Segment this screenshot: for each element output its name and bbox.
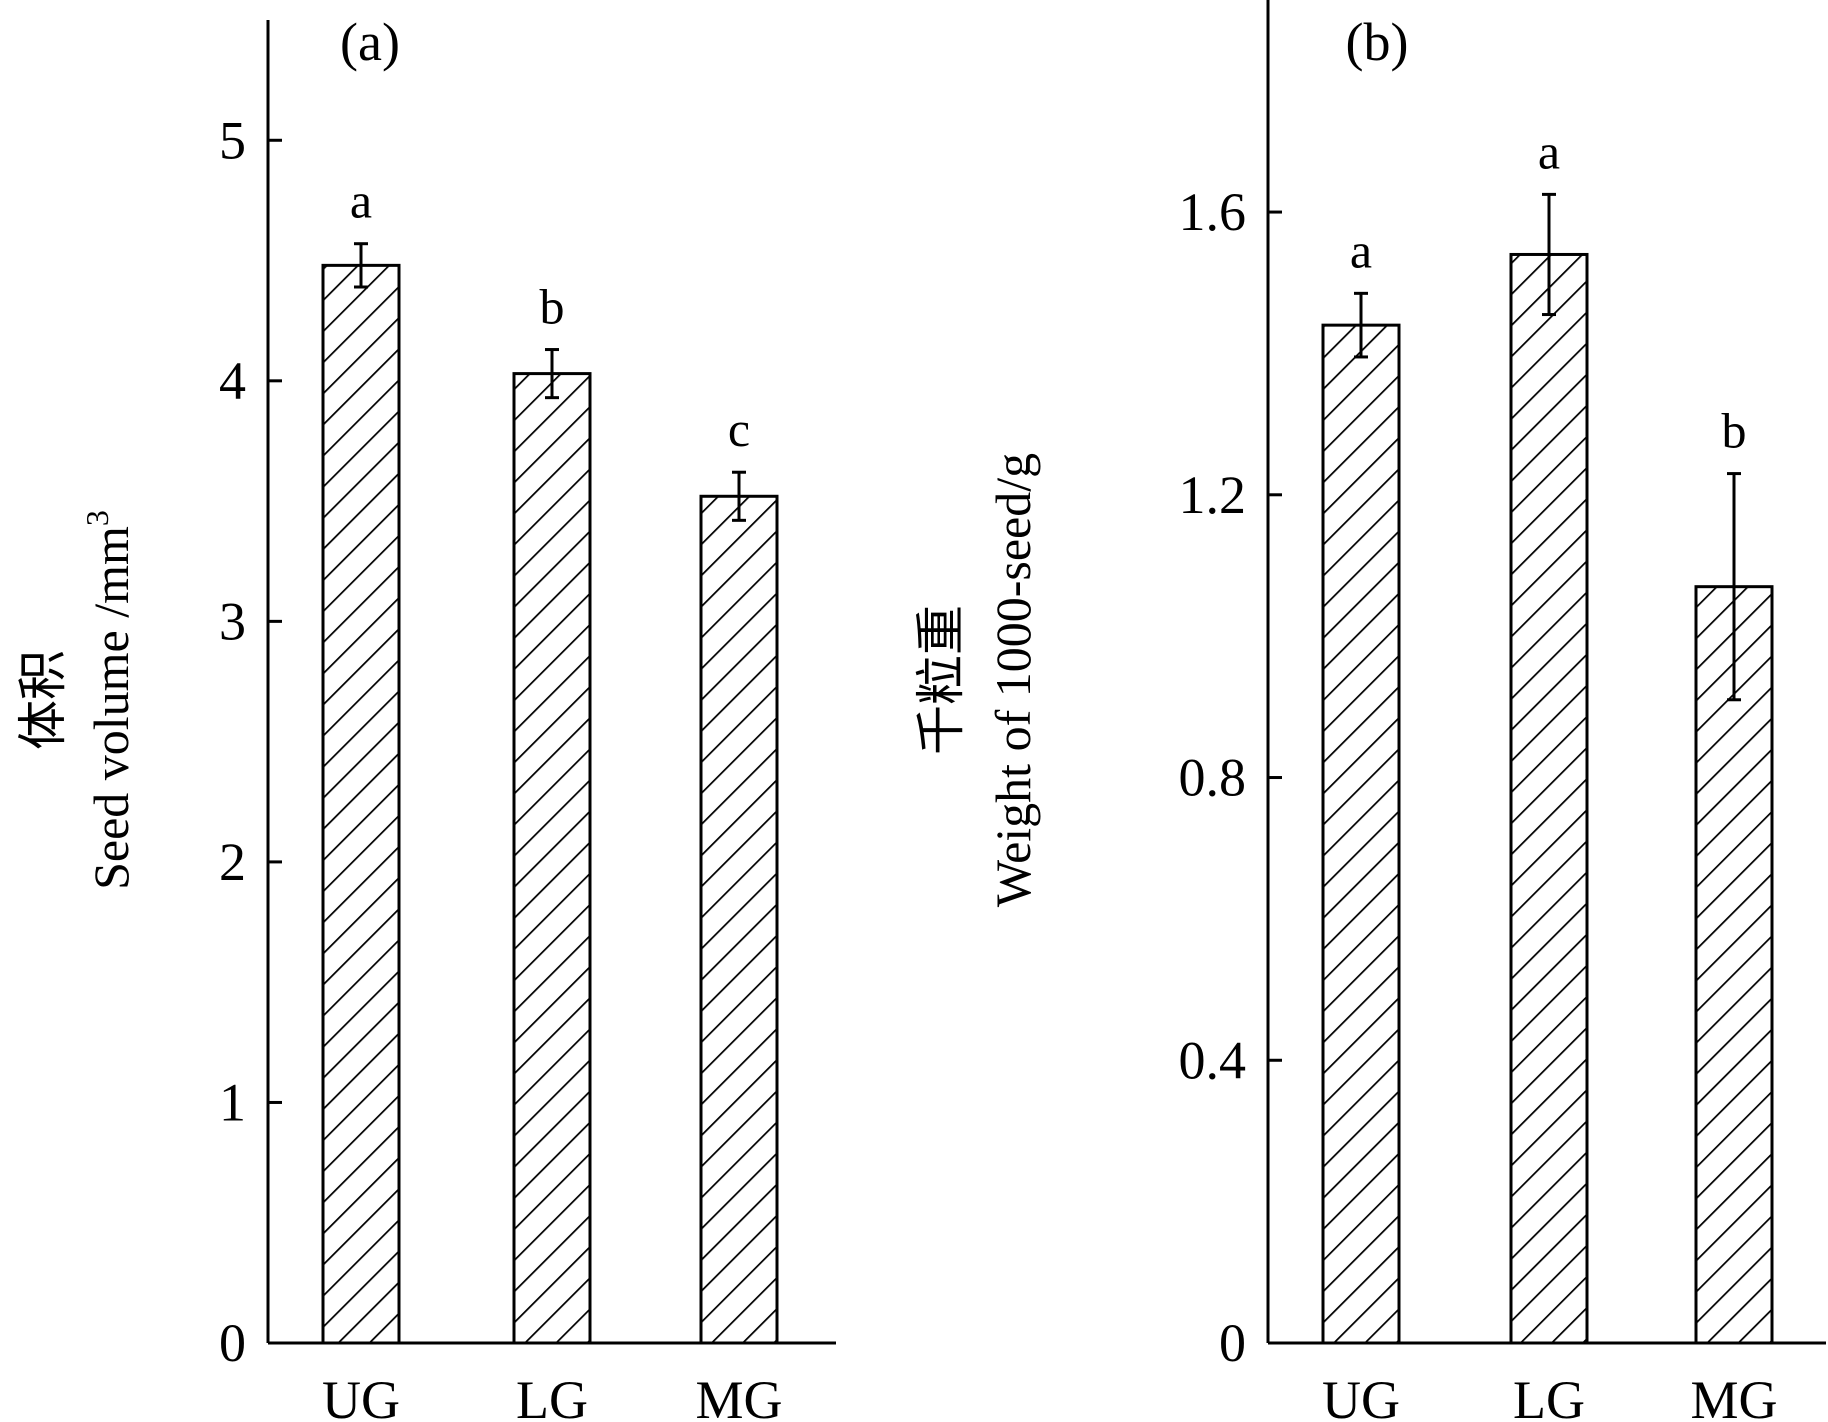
- panel-b-chart: (b) 千粒重 Weight of 1000-seed/g 0 0.4 0.8 1.2…: [912, 0, 1826, 1422]
- panel-a-category-label-lg: LG: [516, 1370, 588, 1422]
- panel-b-ytick-label: 1.2: [1179, 465, 1247, 525]
- panel-b-ytick-label: 0: [1219, 1313, 1246, 1373]
- panel-a-y-axis-title: 体积 Seed volume /mm3: [14, 510, 139, 890]
- panel-b-label: (b): [1346, 12, 1409, 72]
- panel-a-ylabel-en-main: Seed volume /mm: [83, 526, 139, 890]
- panel-b-category-label-mg: MG: [1690, 1370, 1777, 1422]
- panel-b-bar-ug: [1321, 323, 1401, 1345]
- panel-b-ylabel-zh: 千粒重: [912, 605, 970, 755]
- panel-a-bar-ug: [321, 263, 401, 1345]
- panel-a-ytick-label: 3: [219, 591, 246, 651]
- panel-a-ylabel-superscript: 3: [79, 510, 115, 526]
- panel-b-ytick-label: 0.8: [1179, 748, 1247, 808]
- panel-b-bar-mg: [1694, 585, 1774, 1345]
- panel-a-ytick-label: 2: [219, 832, 246, 892]
- panel-a-ylabel-zh: 体积: [14, 650, 72, 750]
- panel-a-category-label-mg: MG: [695, 1370, 782, 1422]
- panel-a-ytick-label: 1: [219, 1072, 246, 1132]
- panel-b-ylabel-en: Weight of 1000-seed/g: [985, 453, 1041, 907]
- panel-b-bar-lg: [1509, 252, 1589, 1345]
- panel-a-ytick-label: 0: [219, 1313, 246, 1373]
- panel-b-ytick-label: 1.6: [1179, 182, 1247, 242]
- panel-b-significance-ug: a: [1350, 222, 1372, 278]
- panel-b-ytick-label: 0.4: [1179, 1030, 1247, 1090]
- panel-a-ytick-label: 4: [219, 351, 246, 411]
- panel-b-significance-mg: b: [1722, 403, 1747, 459]
- panel-a-ylabel-en: Seed volume /mm3: [79, 510, 139, 890]
- panel-a-bar-mg: [699, 494, 779, 1345]
- panel-b-category-label-lg: LG: [1513, 1370, 1585, 1422]
- panel-b-category-label-ug: UG: [1322, 1370, 1400, 1422]
- panel-a-significance-mg: c: [728, 401, 750, 457]
- panel-a-ytick-label: 5: [219, 110, 246, 170]
- panel-b-significance-lg: a: [1538, 123, 1560, 179]
- panel-a-category-label-ug: UG: [322, 1370, 400, 1422]
- panel-a-bar-lg: [512, 372, 592, 1345]
- panel-b-y-axis-title: 千粒重 Weight of 1000-seed/g: [912, 453, 1041, 907]
- panel-a-significance-ug: a: [350, 173, 372, 229]
- panel-a-label: (a): [340, 12, 400, 72]
- panel-a-significance-lg: b: [540, 279, 565, 335]
